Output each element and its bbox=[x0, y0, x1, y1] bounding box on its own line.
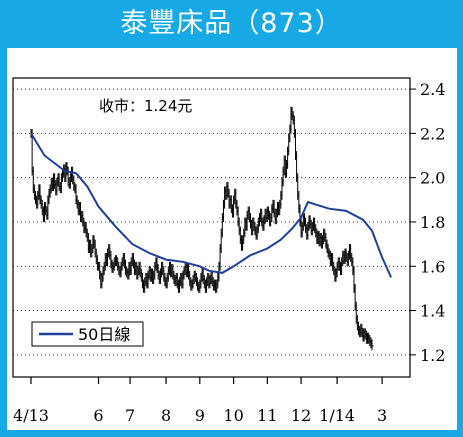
y-tick-label: 2.4 bbox=[420, 80, 445, 99]
x-tick-label: 8 bbox=[161, 406, 171, 425]
chart-svg: 2.4 2.2 2.0 1.8 1.6 1.4 1.2 4/13 6 7 8 9 10 11 12 1/14… bbox=[12, 77, 445, 425]
gridlines bbox=[13, 88, 410, 356]
x-tick-label: 1/14 bbox=[319, 406, 355, 425]
x-tick-label: 4/13 bbox=[13, 406, 49, 425]
y-tick-label: 1.6 bbox=[420, 257, 445, 276]
y-tick-label: 1.8 bbox=[420, 213, 445, 232]
plot-frame bbox=[12, 77, 411, 378]
moving-average bbox=[30, 132, 393, 278]
legend-label: 50日線 bbox=[78, 325, 130, 344]
y-tick-label: 1.2 bbox=[420, 346, 445, 365]
legend: 50日線 bbox=[31, 321, 144, 347]
price-bars bbox=[30, 106, 374, 351]
y-tick-label: 2.0 bbox=[420, 169, 445, 188]
x-tick-label: 11 bbox=[257, 406, 277, 425]
close-annotation: 收市：1.24元 bbox=[99, 97, 192, 115]
y-axis: 2.4 2.2 2.0 1.8 1.6 1.4 1.2 bbox=[410, 80, 445, 365]
x-tick-label: 6 bbox=[93, 406, 103, 425]
y-tick-label: 1.4 bbox=[420, 302, 445, 321]
x-tick-label: 10 bbox=[223, 406, 243, 425]
ma-50-line bbox=[30, 132, 393, 278]
chart-title: 泰豐床品（873） bbox=[120, 8, 343, 39]
x-tick-label: 9 bbox=[195, 406, 205, 425]
x-tick-label: 12 bbox=[291, 406, 311, 425]
x-tick-label: 7 bbox=[125, 406, 135, 425]
y-tick-label: 2.2 bbox=[420, 124, 445, 143]
x-tick-label: 3 bbox=[377, 406, 387, 425]
chart-panel: 2.4 2.2 2.0 1.8 1.6 1.4 1.2 4/13 6 7 8 9 10 11 12 1/14… bbox=[7, 48, 457, 430]
x-axis: 4/13 6 7 8 9 10 11 12 1/14 3 bbox=[13, 377, 387, 425]
